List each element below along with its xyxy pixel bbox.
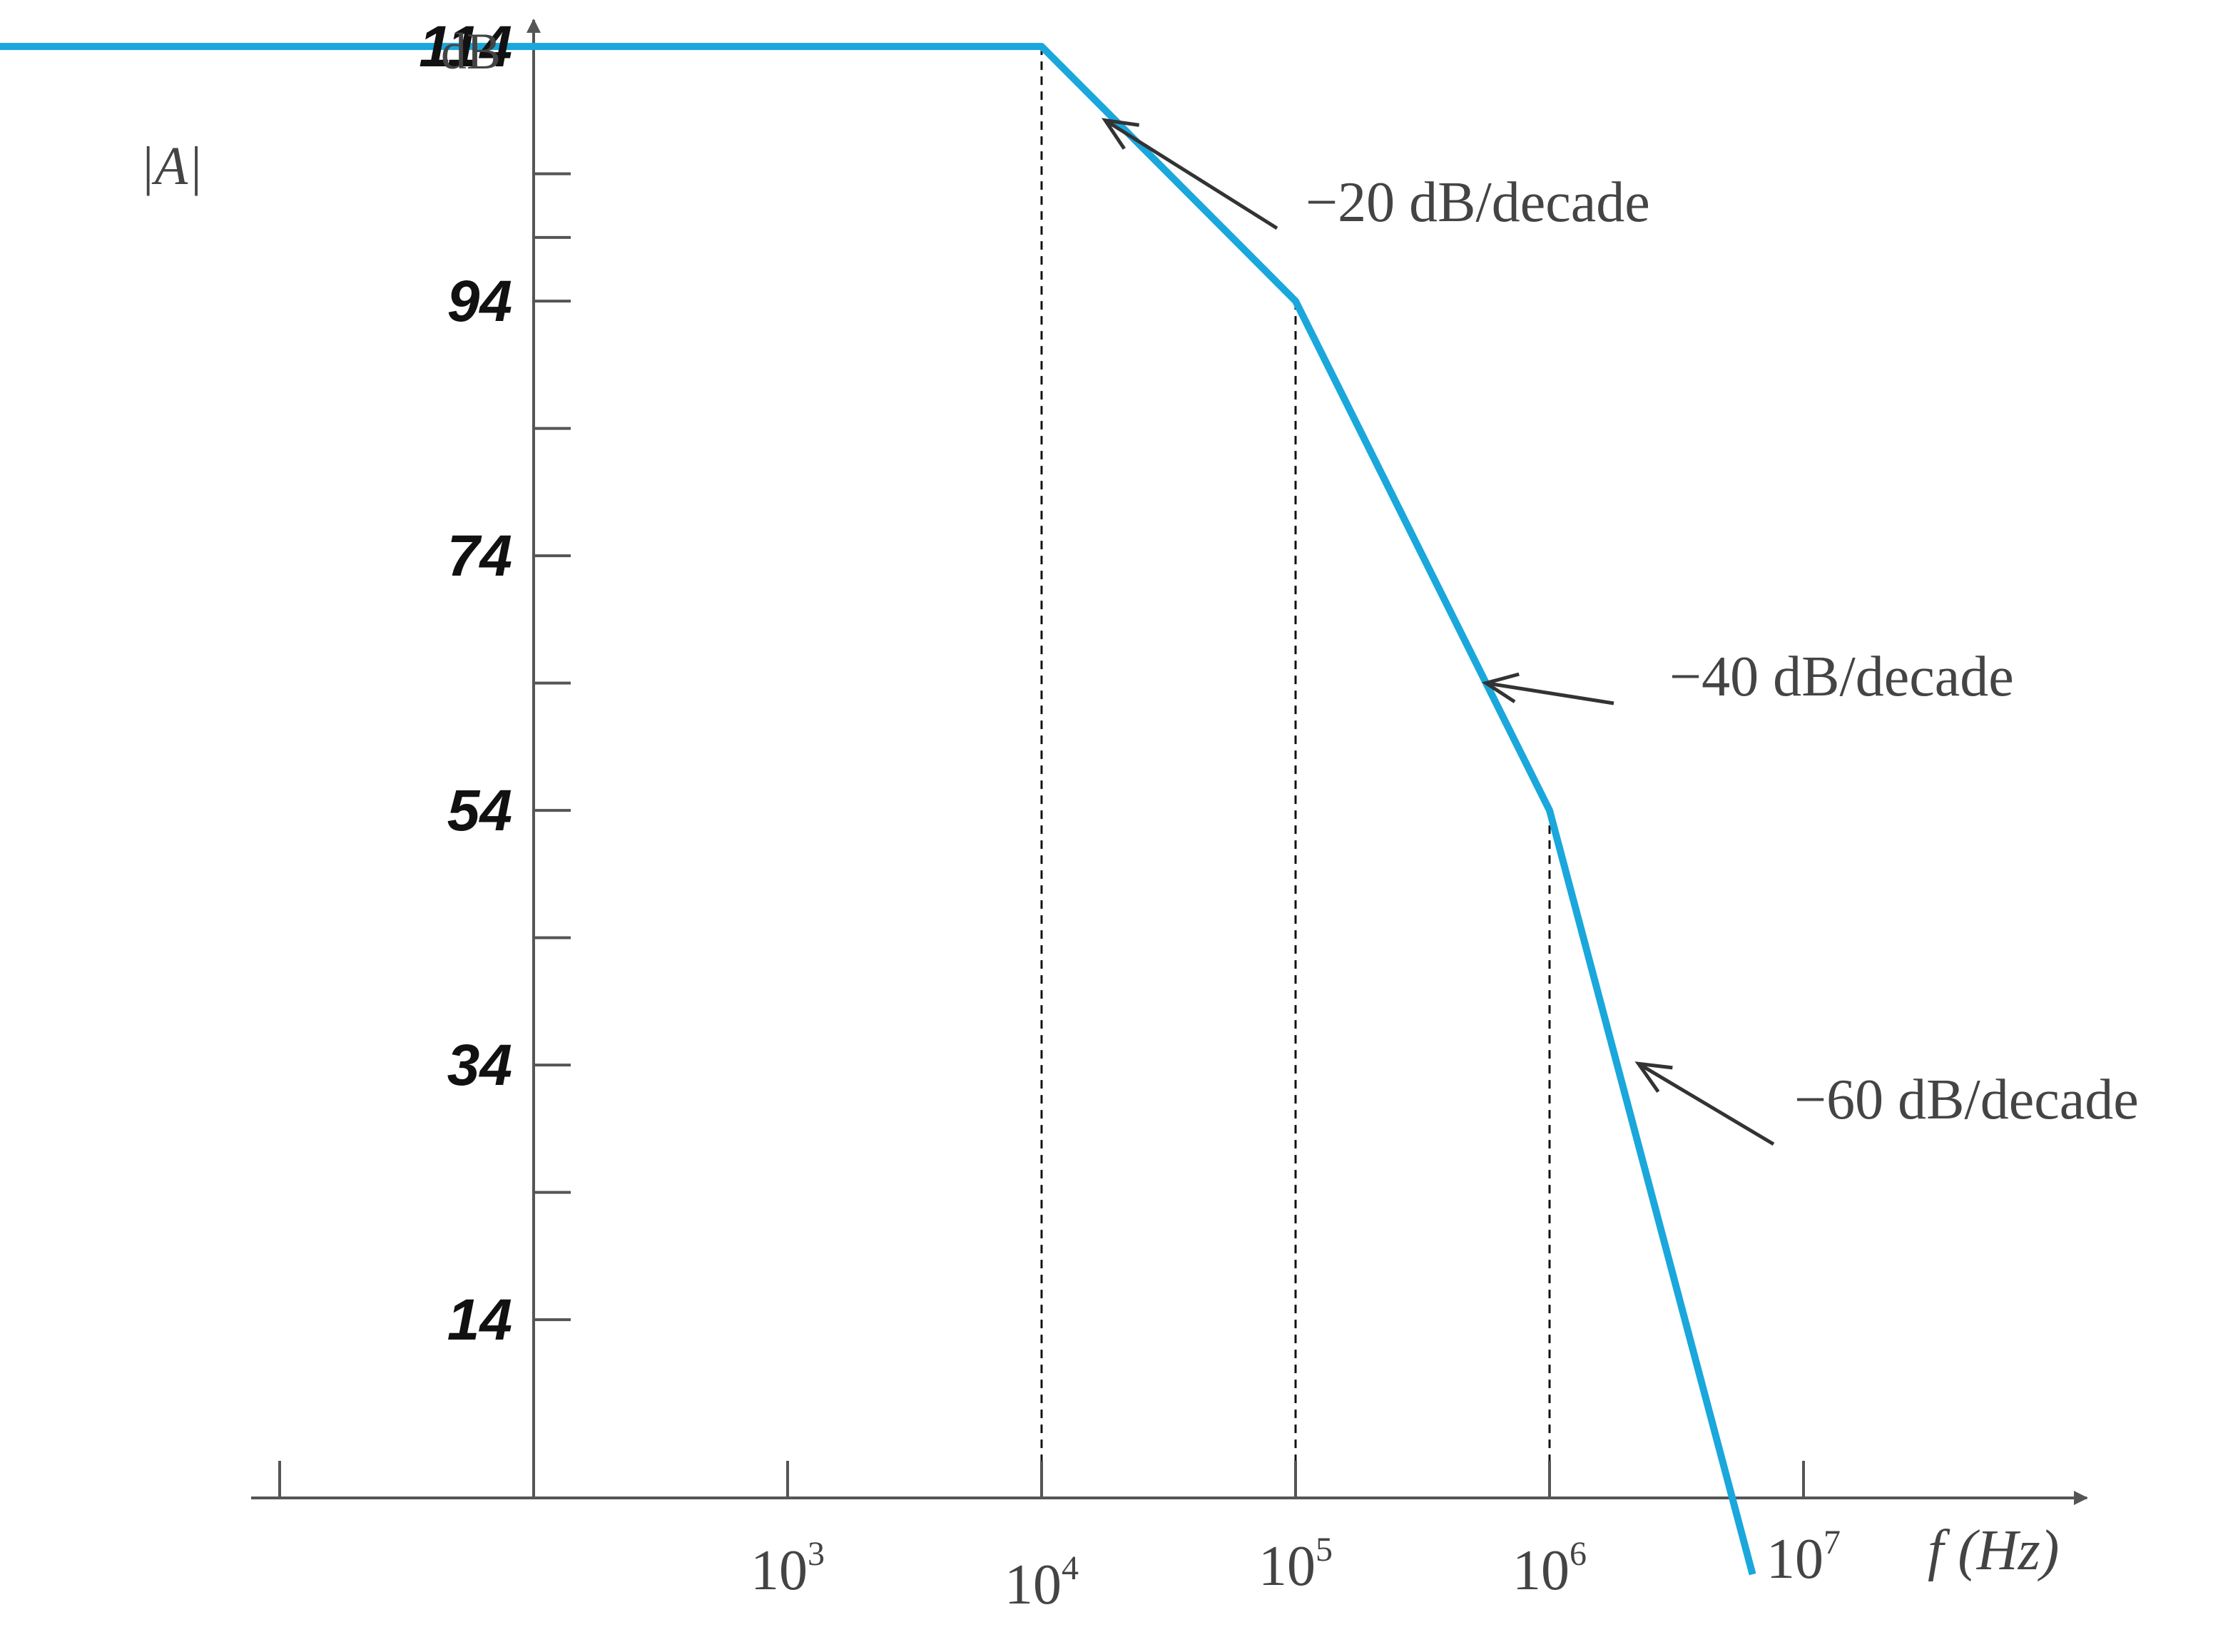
y-tick-label: 54 xyxy=(447,778,512,843)
slope-annotation: −20 dB/decade xyxy=(1306,171,1650,234)
x-axis-label: f (Hz) xyxy=(1928,1519,2059,1582)
y-tick-label: 14 xyxy=(447,1288,512,1352)
y-tick-label: 74 xyxy=(447,524,512,588)
x-tick-label: 105 xyxy=(1258,1531,1333,1598)
annotation-arrowhead xyxy=(1634,1061,1673,1093)
x-tick-label: 104 xyxy=(1004,1549,1079,1616)
x-tick-label: 103 xyxy=(751,1535,825,1602)
slope-annotation: −60 dB/decade xyxy=(1794,1069,2139,1131)
series-label: |A| xyxy=(140,136,203,196)
y-tick-label: 94 xyxy=(447,269,512,334)
annotation-arrowhead xyxy=(1101,118,1140,150)
magnitude-line xyxy=(0,43,1756,1576)
x-tick-label: 107 xyxy=(1766,1524,1841,1591)
x-tick-label: 106 xyxy=(1512,1535,1587,1602)
y-tick-label: 34 xyxy=(447,1033,512,1098)
slope-annotation: −40 dB/decade xyxy=(1669,646,2014,708)
y-tick-label: 114 xyxy=(419,14,512,79)
annotation-arrow xyxy=(1637,1062,1775,1146)
annotation-arrow xyxy=(1104,118,1278,230)
y-axis-label: dB xyxy=(441,23,501,80)
annotation-arrowhead xyxy=(1481,672,1520,703)
annotation-arrow xyxy=(1485,681,1614,705)
